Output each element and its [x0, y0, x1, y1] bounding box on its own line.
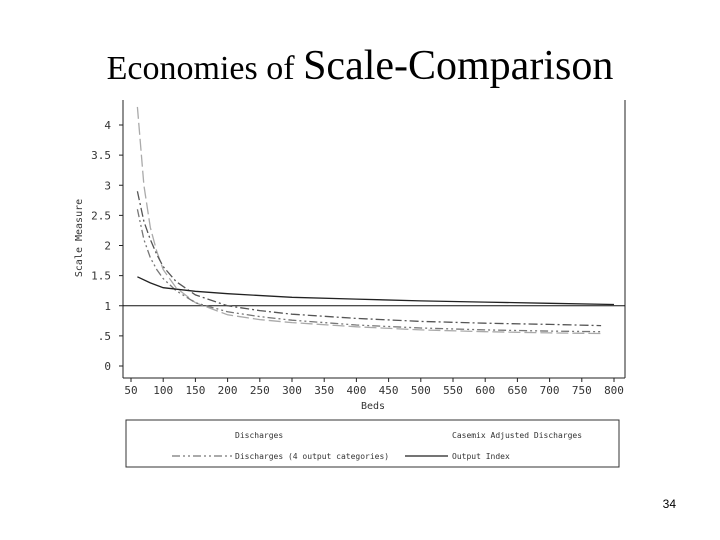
x-tick-label: 650	[507, 384, 527, 397]
y-tick-label: 3	[104, 179, 111, 192]
series-line-4	[137, 276, 615, 306]
title-part-2: Scale-Comparison	[303, 43, 614, 89]
x-tick-label: 350	[314, 384, 334, 397]
slide-title: Economies of Scale-Comparison	[0, 42, 720, 90]
legend-label-1: Discharges	[235, 431, 283, 440]
x-tick-label: 400	[346, 384, 366, 397]
y-tick-label: 2	[104, 240, 111, 253]
y-tick-label: 0	[104, 360, 111, 373]
y-tick-label: 2.5	[91, 209, 111, 222]
slide-number: 34	[662, 497, 676, 511]
series-line-1	[136, 106, 602, 335]
x-tick-label: 800	[604, 384, 624, 397]
series-line-2	[136, 191, 602, 327]
x-tick-label: 600	[475, 384, 495, 397]
legend-label-4: Output Index	[452, 452, 510, 461]
x-tick-label: 200	[218, 384, 238, 397]
title-part-1: Economies of	[106, 50, 304, 87]
x-tick-label: 300	[282, 384, 302, 397]
y-tick-label: 1.5	[91, 270, 111, 283]
x-tick-label: 100	[153, 384, 173, 397]
x-tick-label: 250	[250, 384, 270, 397]
legend-label-3: Discharges (4 output categories)	[235, 452, 389, 461]
x-tick-label: 750	[572, 384, 592, 397]
x-axis-title: Beds	[361, 401, 385, 412]
x-tick-label: 500	[411, 384, 431, 397]
series-line-3	[136, 209, 602, 333]
y-tick-label: 1	[104, 300, 111, 313]
x-tick-label: 700	[540, 384, 560, 397]
y-tick-label: 4	[104, 119, 111, 132]
y-axis-title: Scale Measure	[74, 199, 85, 277]
legend-box	[125, 419, 620, 468]
y-tick-label: .5	[98, 330, 111, 343]
legend-label-2: Casemix Adjusted Discharges	[452, 431, 582, 440]
x-tick-label: 550	[443, 384, 463, 397]
x-tick-label: 50	[124, 384, 137, 397]
x-tick-label: 150	[185, 384, 205, 397]
y-tick-label: 3.5	[91, 149, 111, 162]
x-tick-label: 450	[379, 384, 399, 397]
